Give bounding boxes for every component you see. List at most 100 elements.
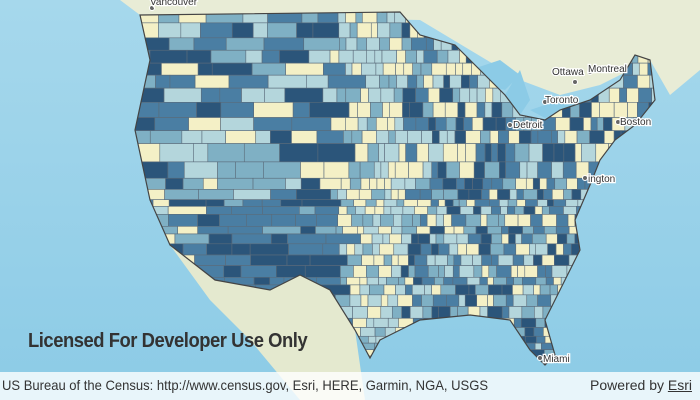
county [252,177,286,190]
county [409,102,424,118]
county [360,327,376,337]
county [436,49,449,64]
county [366,265,380,278]
county [395,62,405,76]
county [338,49,354,64]
place-label: Detroit [513,120,543,131]
county [499,199,509,207]
county [303,37,340,51]
county [428,117,436,131]
county [445,161,460,179]
county [382,233,390,245]
county [249,243,289,256]
county [279,49,310,64]
county [541,254,555,266]
county [174,233,210,245]
county [416,143,429,163]
county [555,117,571,131]
county [564,130,578,144]
county [468,284,476,296]
county [427,87,440,103]
county [496,265,512,278]
county [159,143,194,163]
county [336,87,347,103]
esri-link[interactable]: Esri [667,377,692,393]
county [445,117,457,131]
county [287,233,327,245]
county [168,199,207,207]
county [439,87,454,103]
county [523,189,538,200]
county [193,143,209,163]
county [466,276,481,286]
county [158,22,182,39]
county [432,74,444,89]
county [152,199,170,207]
county [384,189,392,200]
county [255,130,271,144]
county [459,265,475,278]
county [207,143,245,163]
county [417,199,432,207]
county [404,276,414,286]
county [312,22,340,39]
county [197,226,229,235]
county [267,74,307,89]
county [182,177,204,190]
county [541,206,550,215]
county [317,143,356,163]
county [367,143,379,163]
county [252,22,268,39]
county [514,143,530,163]
county [545,233,558,245]
county [513,317,522,328]
county [419,189,432,200]
county [360,87,369,103]
place-dot [615,119,621,125]
place-label: Montreal [588,64,627,75]
county [613,102,628,118]
county [501,306,510,319]
county [382,62,396,76]
county [262,226,301,235]
county [291,130,318,144]
county [362,243,373,256]
county [339,265,354,278]
county [436,206,448,215]
county [416,74,424,89]
county [632,62,640,76]
county [356,22,372,39]
county [532,233,547,245]
county [388,74,397,89]
county [464,177,473,190]
place-label: Ottawa [552,67,584,78]
county [471,117,484,131]
county [537,294,552,307]
county [443,276,454,286]
county [481,189,490,200]
county [387,317,399,328]
county [314,206,340,215]
county [474,199,490,207]
county [351,214,364,227]
county [543,189,553,200]
county [501,226,509,235]
county [484,102,493,118]
county [398,143,406,163]
county [475,226,488,235]
county [541,214,557,227]
county [565,199,579,207]
county [364,206,376,215]
county [599,102,615,118]
place-dot [542,99,548,105]
county [480,206,492,215]
county [263,37,305,51]
county [524,327,535,337]
county [526,294,538,307]
county [449,74,462,89]
county [555,243,564,256]
county [435,214,444,227]
county [579,102,592,118]
county [497,189,511,200]
county [405,284,413,296]
